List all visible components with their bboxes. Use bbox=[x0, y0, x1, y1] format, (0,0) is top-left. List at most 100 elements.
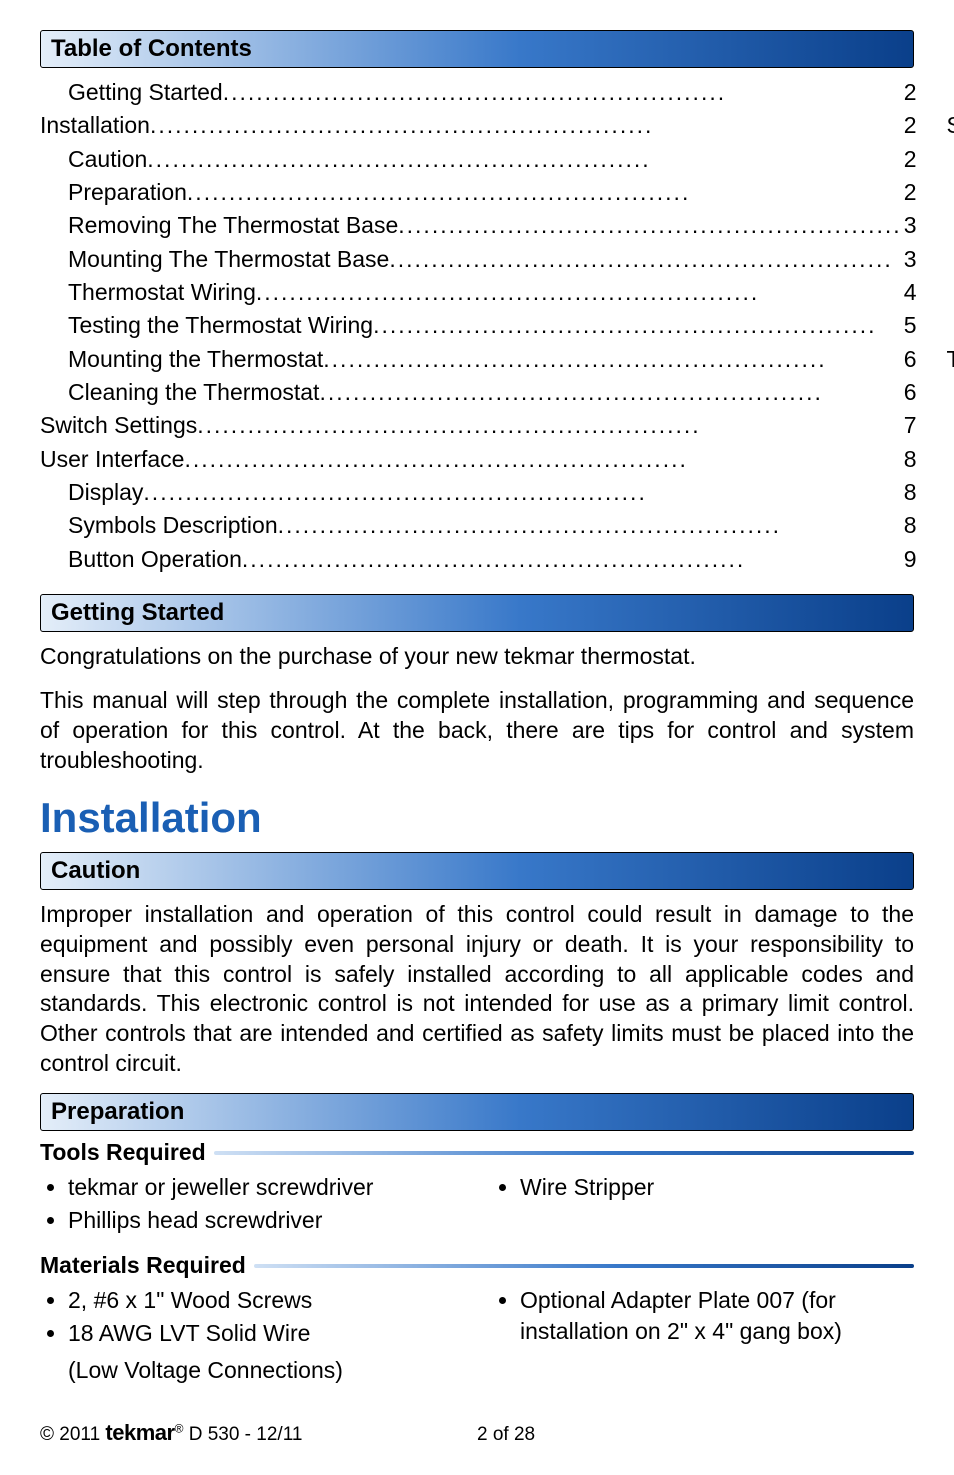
toc-row: Display.................................… bbox=[40, 476, 916, 509]
toc-column-left: Getting Started.........................… bbox=[40, 76, 916, 576]
toc-label: Display bbox=[68, 476, 143, 509]
toc-label: Getting Started bbox=[68, 76, 223, 109]
footer-pagenum: 2 of 28 bbox=[477, 1424, 914, 1446]
tools-left-list: tekmar or jeweller screwdriverPhillips h… bbox=[40, 1172, 462, 1236]
caution-text: Improper installation and operation of t… bbox=[40, 900, 914, 1079]
toc-row: Heating Operation.......................… bbox=[946, 143, 954, 176]
list-item: tekmar or jeweller screwdriver bbox=[68, 1172, 462, 1203]
materials-columns: 2, #6 x 1" Wood Screws18 AWG LVT Solid W… bbox=[40, 1279, 914, 1392]
toc-row: Troubleshooting.........................… bbox=[946, 343, 954, 376]
toc-label: Symbols Description bbox=[68, 509, 278, 542]
toc-label: Caution bbox=[68, 143, 147, 176]
toc-row: Job Record..............................… bbox=[946, 443, 954, 476]
toc-row: Schedules...............................… bbox=[946, 276, 954, 309]
toc-row: Sequence of Operation...................… bbox=[946, 109, 954, 142]
footer-left: © 2011 tekmar® D 530 - 12/11 bbox=[40, 1420, 477, 1446]
getting-started-p2: This manual will step through the comple… bbox=[40, 686, 914, 776]
getting-started-header: Getting Started bbox=[40, 594, 914, 632]
toc-row: Removing The Thermostat Base............… bbox=[40, 209, 916, 242]
toc-dots: ........................................… bbox=[223, 76, 902, 109]
tools-right-list: Wire Stripper bbox=[492, 1172, 914, 1203]
toc-row: Preparation.............................… bbox=[40, 176, 916, 209]
toc-page: 6 bbox=[902, 343, 917, 376]
toc-page: 3 bbox=[902, 209, 917, 242]
toc-dots: ........................................… bbox=[150, 109, 902, 142]
toc-label: User Interface bbox=[40, 443, 184, 476]
toc-page: 8 bbox=[902, 476, 917, 509]
list-item: Phillips head screwdriver bbox=[68, 1205, 462, 1236]
toc-row: Limited Warranty and Product bbox=[946, 509, 954, 542]
toc-page: 8 bbox=[902, 509, 917, 542]
list-item: 2, #6 x 1" Wood Screws bbox=[68, 1285, 462, 1316]
materials-required-row: Materials Required bbox=[40, 1252, 914, 1279]
toc-page: 6 bbox=[902, 376, 917, 409]
materials-required-label: Materials Required bbox=[40, 1252, 246, 1279]
toc-dots: ........................................… bbox=[373, 309, 902, 342]
toc-row: Mounting the Thermostat.................… bbox=[40, 343, 916, 376]
toc-page: 8 bbox=[902, 443, 917, 476]
toc-row: Thermostat Wiring.......................… bbox=[40, 276, 916, 309]
toc-row: Cooling Operation.......................… bbox=[946, 176, 954, 209]
toc-row: Settings................................… bbox=[946, 76, 954, 109]
toc-page: 3 bbox=[902, 243, 917, 276]
gradient-rule bbox=[214, 1151, 914, 1155]
toc-row: Technical Data..........................… bbox=[946, 476, 954, 509]
preparation-header: Preparation bbox=[40, 1093, 914, 1131]
toc-dots: ........................................… bbox=[323, 343, 901, 376]
toc-page: 9 bbox=[902, 543, 917, 576]
toc-label: Switch Settings bbox=[40, 409, 197, 442]
toc-row: Caution.................................… bbox=[40, 143, 916, 176]
tools-required-label: Tools Required bbox=[40, 1139, 206, 1166]
brand-name: tekmar bbox=[105, 1420, 174, 1445]
toc-label: Preparation bbox=[68, 176, 187, 209]
toc-column-right: Settings................................… bbox=[946, 76, 954, 576]
toc-row: Mounting The Thermostat Base............… bbox=[40, 243, 916, 276]
toc-row: Frequently Asked Questions..............… bbox=[946, 409, 954, 442]
toc-page: 2 bbox=[902, 176, 917, 209]
toc-row: Switch Settings.........................… bbox=[40, 409, 916, 442]
copyright-text: © 2011 bbox=[40, 1424, 100, 1445]
toc-dots: ........................................… bbox=[242, 543, 902, 576]
gradient-rule bbox=[254, 1264, 914, 1268]
toc-row: Return Procedure........................… bbox=[946, 543, 954, 576]
toc-row: Floor Cooling...........................… bbox=[946, 209, 954, 242]
toc-dots: ........................................… bbox=[389, 243, 901, 276]
toc-row: Fan Operation...........................… bbox=[946, 243, 954, 276]
list-item: Wire Stripper bbox=[520, 1172, 914, 1203]
toc-dots: ........................................… bbox=[319, 376, 901, 409]
toc-row: User Interface..........................… bbox=[40, 443, 916, 476]
toc-dots: ........................................… bbox=[143, 476, 901, 509]
toc-page: 4 bbox=[902, 276, 917, 309]
toc-dots: ........................................… bbox=[256, 276, 902, 309]
toc-dots: ........................................… bbox=[147, 143, 901, 176]
toc-dots: ........................................… bbox=[187, 176, 902, 209]
toc-label: Thermostat Wiring bbox=[68, 276, 256, 309]
toc-row: Testing the Thermostat Wiring...........… bbox=[40, 309, 916, 342]
toc-dots: ........................................… bbox=[398, 209, 901, 242]
toc-label: Mounting the Thermostat bbox=[68, 343, 323, 376]
toc-label: Mounting The Thermostat Base bbox=[68, 243, 389, 276]
toc-label: Cleaning the Thermostat bbox=[68, 376, 319, 409]
toc-row: Getting Started.........................… bbox=[40, 76, 916, 109]
doc-number: D 530 - 12/11 bbox=[183, 1424, 302, 1445]
toc-row: Scenes (System Override)................… bbox=[946, 309, 954, 342]
materials-left-subline: (Low Voltage Connections) bbox=[40, 1357, 462, 1384]
page-footer: © 2011 tekmar® D 530 - 12/11 2 of 28 bbox=[40, 1420, 914, 1446]
toc-label: Removing The Thermostat Base bbox=[68, 209, 398, 242]
toc-label: Installation bbox=[40, 109, 150, 142]
toc-label: Testing the Thermostat Wiring bbox=[68, 309, 373, 342]
tools-required-row: Tools Required bbox=[40, 1139, 914, 1166]
list-item: Optional Adapter Plate 007 (for installa… bbox=[520, 1285, 914, 1347]
toc-page: 5 bbox=[902, 309, 917, 342]
toc-page: 7 bbox=[902, 409, 917, 442]
toc-dots: ........................................… bbox=[184, 443, 901, 476]
toc-row: Symbols Description.....................… bbox=[40, 509, 916, 542]
toc-row: Installation............................… bbox=[40, 109, 916, 142]
tools-columns: tekmar or jeweller screwdriverPhillips h… bbox=[40, 1166, 914, 1246]
toc-page: 2 bbox=[902, 143, 917, 176]
caution-header: Caution bbox=[40, 852, 914, 890]
document-page: Table of Contents Getting Started.......… bbox=[0, 0, 954, 1475]
materials-left-list: 2, #6 x 1" Wood Screws18 AWG LVT Solid W… bbox=[40, 1285, 462, 1349]
list-item: 18 AWG LVT Solid Wire bbox=[68, 1318, 462, 1349]
installation-heading: Installation bbox=[40, 794, 914, 842]
